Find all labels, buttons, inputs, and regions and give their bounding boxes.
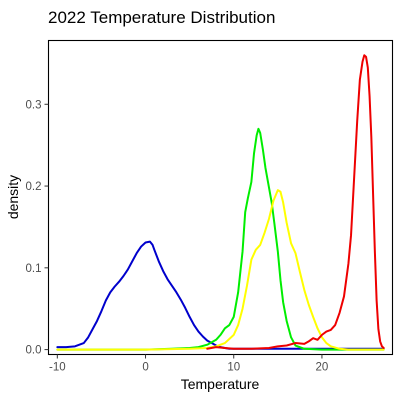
density-line-3 [56, 189, 385, 351]
x-tick-label: 0 [142, 362, 148, 374]
density-line-4 [206, 54, 385, 350]
y-tick-label: 0.3 [26, 99, 42, 111]
density-line-2 [56, 127, 385, 351]
x-tick-label: 10 [227, 362, 240, 374]
x-axis-ticks: -10 0 10 20 [49, 354, 329, 374]
y-axis-ticks: 0.0 0.1 0.2 0.3 [26, 99, 49, 357]
density-line-1 [56, 240, 385, 350]
x-tick-label: 20 [316, 362, 329, 374]
chart-title: 2022 Temperature Distribution [48, 8, 275, 27]
y-tick-label: 0.1 [26, 263, 42, 275]
y-axis-title: density [5, 175, 21, 219]
y-tick-label: 0.0 [26, 345, 42, 357]
x-tick-label: -10 [49, 362, 66, 374]
plot-panel-border [47, 39, 394, 356]
y-tick-label: 0.2 [26, 181, 42, 193]
x-axis-title: Temperature [181, 376, 260, 392]
density-lines [56, 54, 385, 351]
